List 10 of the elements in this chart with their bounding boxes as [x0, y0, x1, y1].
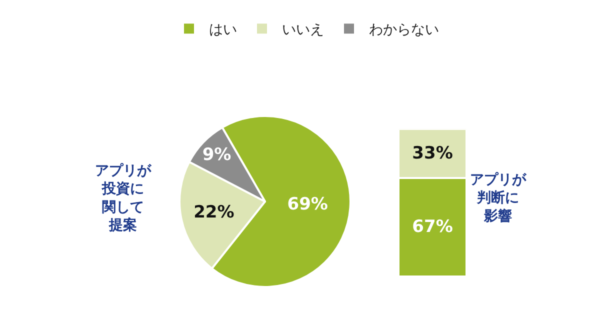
data-label: 22% — [194, 202, 234, 222]
data-label: 69% — [287, 194, 328, 215]
legend-label: いいえ — [282, 22, 324, 38]
legend-label: はい — [209, 22, 237, 38]
data-label: 67% — [412, 217, 453, 238]
legend-label: わからない — [369, 22, 439, 38]
data-label: 33% — [412, 143, 453, 164]
data-label: 9% — [202, 145, 232, 166]
text: アプリが判断に影響 — [470, 171, 527, 224]
text: アプリが投資に関して提案 — [95, 162, 152, 234]
